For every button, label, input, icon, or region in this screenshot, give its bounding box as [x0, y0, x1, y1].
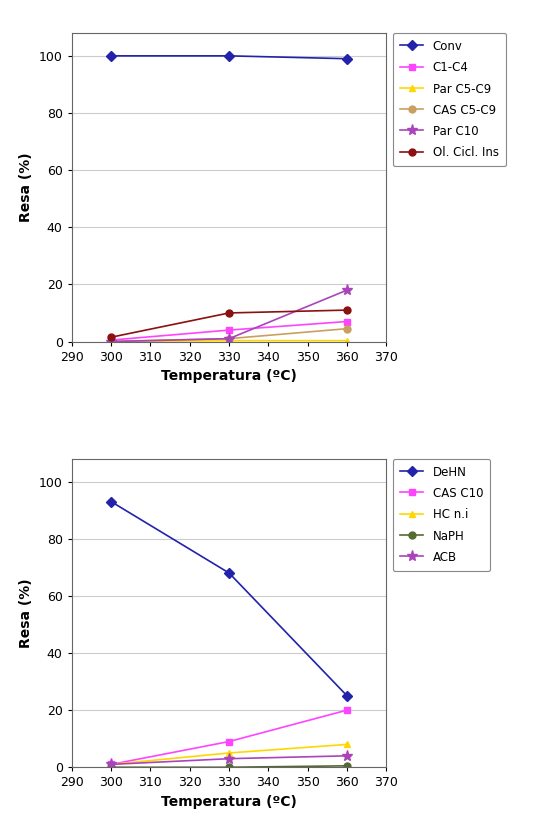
Line: Par C10: Par C10	[105, 285, 353, 347]
X-axis label: Temperatura (ºC): Temperatura (ºC)	[161, 794, 297, 808]
CAS C10	[108, 760, 114, 770]
Line: Conv: Conv	[108, 52, 351, 62]
NaPH	[344, 761, 351, 771]
HC n.i	[344, 739, 351, 749]
Ol. Cicl. Ins	[344, 305, 351, 315]
Par C5-C9	[226, 336, 232, 346]
Legend: DeHN, CAS C10, HC n.i, NaPH, ACB: DeHN, CAS C10, HC n.i, NaPH, ACB	[392, 459, 490, 571]
Par C5-C9	[108, 337, 114, 346]
Line: CAS C10: CAS C10	[108, 707, 351, 768]
HC n.i	[108, 760, 114, 770]
DeHN	[108, 497, 114, 507]
Line: NaPH: NaPH	[108, 762, 351, 771]
Conv	[344, 54, 351, 64]
Line: DeHN: DeHN	[108, 498, 351, 700]
CAS C5-C9	[108, 337, 114, 346]
ACB	[226, 754, 232, 764]
NaPH	[226, 762, 232, 772]
CAS C10	[226, 737, 232, 747]
CAS C5-C9	[226, 333, 232, 343]
Conv	[226, 51, 232, 61]
Line: Par C5-C9: Par C5-C9	[108, 337, 351, 345]
Legend: Conv, C1-C4, Par C5-C9, CAS C5-C9, Par C10, Ol. Cicl. Ins: Conv, C1-C4, Par C5-C9, CAS C5-C9, Par C…	[392, 33, 506, 167]
CAS C5-C9	[344, 323, 351, 333]
Ol. Cicl. Ins	[108, 332, 114, 342]
Y-axis label: Resa (%): Resa (%)	[19, 578, 33, 648]
Ol. Cicl. Ins	[226, 308, 232, 318]
C1-C4	[344, 317, 351, 327]
CAS C10	[344, 705, 351, 715]
Line: ACB: ACB	[105, 750, 353, 770]
ACB	[108, 760, 114, 770]
DeHN	[344, 691, 351, 700]
Par C10	[226, 333, 232, 343]
HC n.i	[226, 748, 232, 758]
Y-axis label: Resa (%): Resa (%)	[19, 153, 33, 222]
C1-C4	[226, 325, 232, 335]
ACB	[344, 751, 351, 761]
Line: C1-C4: C1-C4	[108, 318, 351, 343]
Line: HC n.i: HC n.i	[108, 741, 351, 768]
Par C10	[108, 337, 114, 346]
DeHN	[226, 568, 232, 578]
C1-C4	[108, 335, 114, 345]
X-axis label: Temperatura (ºC): Temperatura (ºC)	[161, 369, 297, 383]
Line: CAS C5-C9: CAS C5-C9	[108, 325, 351, 345]
NaPH	[108, 762, 114, 772]
Line: Ol. Cicl. Ins: Ol. Cicl. Ins	[108, 307, 351, 341]
Par C5-C9	[344, 336, 351, 346]
Conv	[108, 51, 114, 61]
Par C10	[344, 285, 351, 295]
